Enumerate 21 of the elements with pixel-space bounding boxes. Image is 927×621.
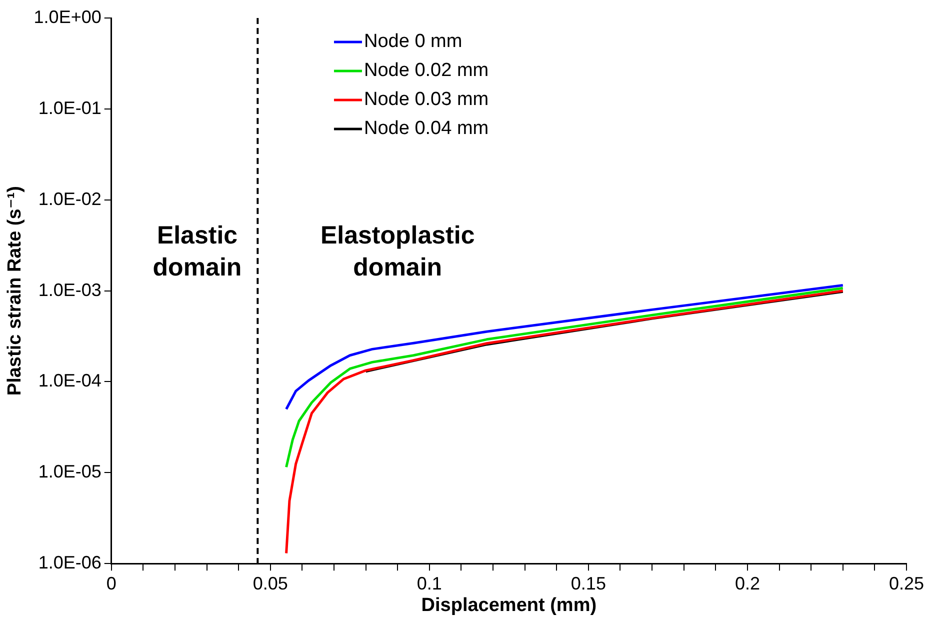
y-tick-label: 1.0E-06 — [38, 552, 102, 573]
annotation: Elastoplastic domain — [320, 222, 475, 282]
x-axis-title: Displacement (mm) — [421, 594, 597, 616]
legend-label: Node 0.03 mm — [364, 89, 489, 110]
x-tick-label: 0.25 — [888, 573, 924, 594]
x-tick-label: 0.1 — [416, 573, 442, 594]
y-tick-label: 1.0E-01 — [38, 98, 102, 118]
y-axis-title: Plastic strain Rate (s⁻¹) — [4, 186, 26, 396]
legend-label: Node 0 mm — [364, 31, 462, 52]
y-tick-label: 1.0E-03 — [38, 280, 102, 300]
x-tick-label: 0.2 — [734, 573, 760, 594]
legend-label: Node 0.02 mm — [364, 60, 489, 82]
y-tick-label: 1.0E+00 — [34, 6, 102, 27]
y-tick-label: 1.0E-05 — [38, 462, 102, 482]
x-tick-label: 0.05 — [252, 573, 288, 594]
legend-label: Node 0.04 mm — [364, 118, 489, 140]
y-tick-label: 1.0E-04 — [38, 370, 102, 391]
x-tick-label: 0.15 — [570, 573, 606, 594]
y-tick-label: 1.0E-02 — [38, 188, 102, 209]
x-tick-label: 0 — [106, 573, 116, 594]
annotation: Elastic domain — [152, 222, 242, 282]
